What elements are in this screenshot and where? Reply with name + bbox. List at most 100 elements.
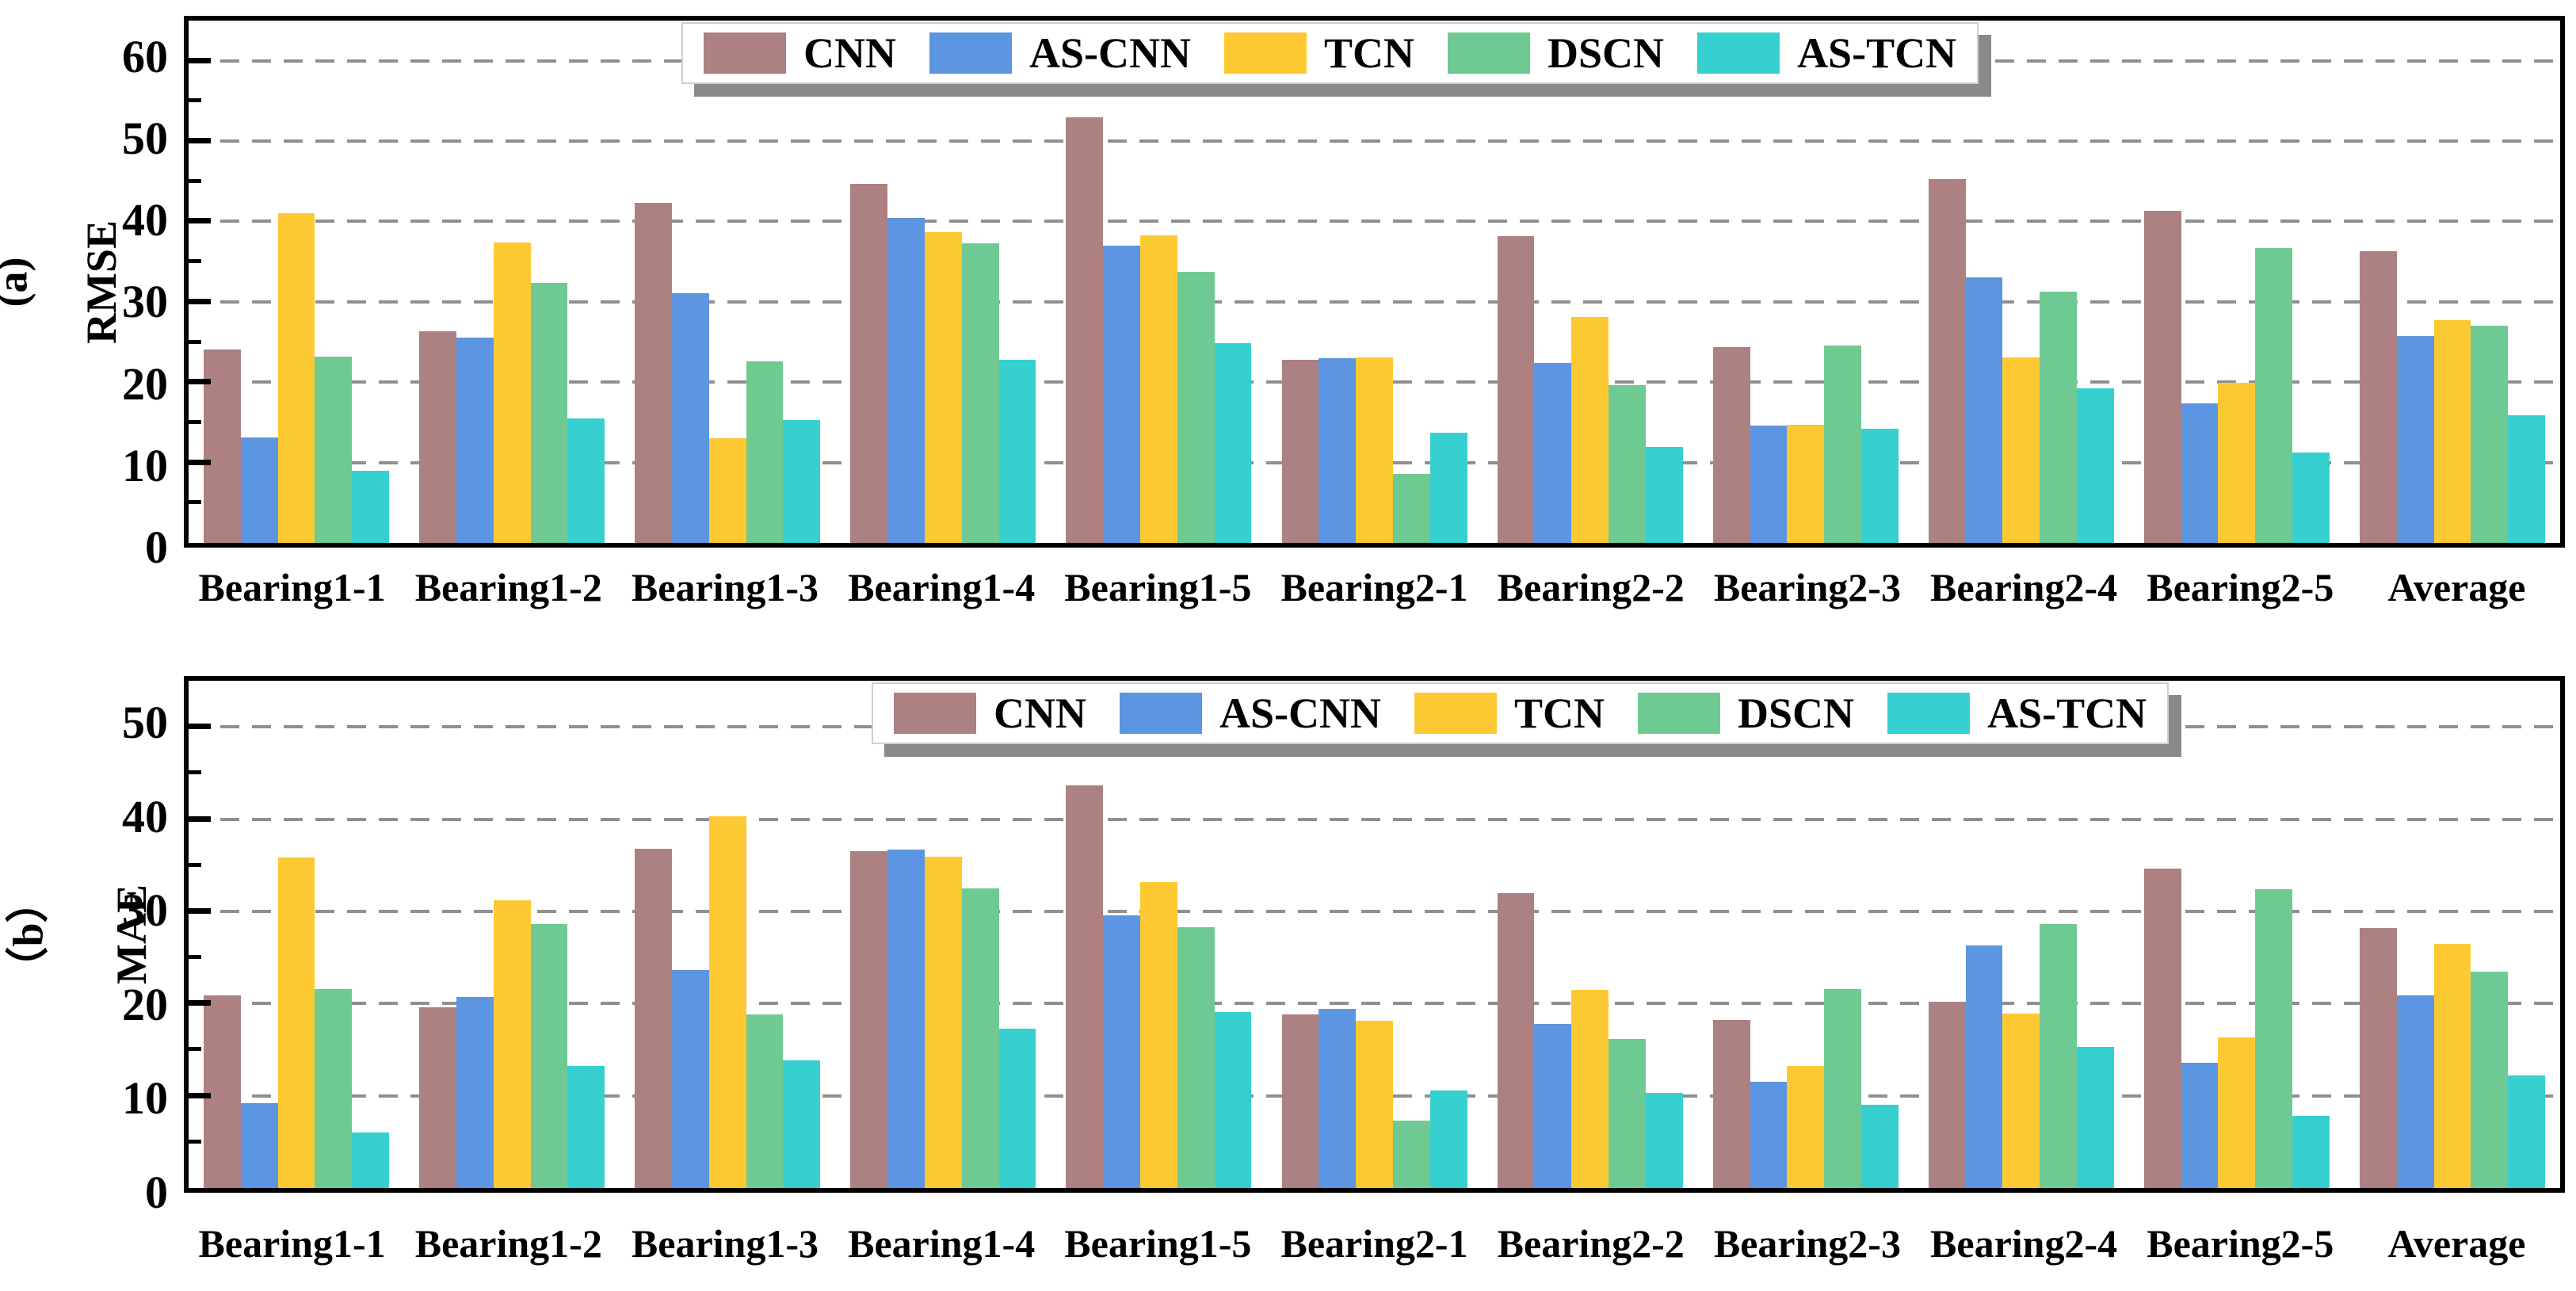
bar-group-inner <box>419 21 605 543</box>
bar-AS-CNN-Bearing1-1 <box>240 437 278 543</box>
bar-group-Bearing1-3 <box>620 21 835 543</box>
legend-label: TCN <box>1514 689 1605 737</box>
y-major-tick <box>189 138 211 144</box>
bar-DSCN-Bearing2-3 <box>1824 345 1861 543</box>
bar-DSCN-Bearing1-5 <box>1177 272 1215 543</box>
bar-group-Bearing1-2 <box>404 681 620 1188</box>
bar-CNN-Bearing1-3 <box>635 203 673 543</box>
legend-label: DSCN <box>1548 29 1665 77</box>
bar-AS-CNN-Bearing2-5 <box>2181 1062 2219 1188</box>
bar-DSCN-Bearing1-2 <box>530 924 568 1188</box>
bar-CNN-Bearing2-3 <box>1712 346 1750 543</box>
legend-swatch-AS-TCN <box>1697 32 1780 74</box>
x-label-Bearing2-4: Bearing2-4 <box>1930 565 2118 609</box>
bar-group-inner <box>850 21 1036 543</box>
bar-group-Average <box>2345 21 2560 543</box>
x-label-Bearing1-1: Bearing1-1 <box>198 1221 386 1266</box>
bar-TCN-Bearing2-5 <box>2218 383 2256 543</box>
bar-DSCN-Bearing1-5 <box>1177 926 1215 1188</box>
bar-group-Bearing2-2 <box>1483 681 1698 1188</box>
bar-AS-TCN-Bearing2-3 <box>1860 429 1899 543</box>
y-major-tick <box>189 379 211 385</box>
bar-TCN-Bearing2-1 <box>1356 1021 1393 1188</box>
bar-TCN-Average <box>2433 320 2471 543</box>
y-tick-label: 10 <box>122 1072 168 1125</box>
bar-group-inner <box>2359 21 2545 543</box>
y-tick-label: 40 <box>122 194 168 246</box>
bar-group-Bearing2-3 <box>1698 681 1914 1188</box>
bar-DSCN-Average <box>2471 971 2509 1188</box>
legend-swatch-DSCN <box>1638 693 1721 734</box>
bar-TCN-Bearing2-4 <box>2002 1014 2040 1188</box>
bar-AS-CNN-Bearing2-3 <box>1750 425 1788 543</box>
bar-TCN-Bearing2-2 <box>1571 317 1609 543</box>
legend-item-CNN: CNN <box>894 692 1086 735</box>
x-label-Average: Average <box>2387 565 2526 609</box>
bar-TCN-Average <box>2433 943 2471 1188</box>
legend: CNN AS-CNN TCN DSCN AS-TCN <box>872 682 2170 744</box>
y-minor-tick <box>189 862 201 867</box>
panel-a-plot-area: CNN AS-CNN TCN DSCN AS-TCN <box>184 16 2565 548</box>
legend-item-AS-TCN: AS-TCN <box>1887 692 2147 735</box>
panel-a-label: (a) <box>0 257 36 307</box>
y-major-tick <box>189 298 211 304</box>
bar-group-Bearing1-1 <box>189 21 404 543</box>
bar-group-inner <box>1281 21 1467 543</box>
bar-CNN-Bearing2-1 <box>1281 1014 1319 1188</box>
legend-swatch-AS-CNN <box>1120 693 1202 734</box>
y-minor-tick <box>189 955 201 960</box>
panel-b-label: （b） <box>4 879 52 990</box>
bar-AS-TCN-Bearing1-4 <box>998 359 1036 543</box>
bar-AS-TCN-Bearing1-5 <box>1214 1011 1252 1188</box>
bar-DSCN-Bearing2-5 <box>2255 888 2293 1188</box>
bar-TCN-Bearing1-2 <box>493 899 531 1188</box>
bar-DSCN-Bearing1-3 <box>746 1014 784 1188</box>
bar-AS-CNN-Bearing2-2 <box>1534 1023 1572 1188</box>
y-minor-tick <box>189 1047 201 1052</box>
bar-CNN-Bearing1-4 <box>850 183 888 543</box>
y-minor-tick <box>189 419 201 424</box>
panel-b-x-labels: Bearing1-1 Bearing1-2 Bearing1-3 Bearing1-4… <box>184 1220 2565 1266</box>
y-minor-tick <box>189 98 201 103</box>
y-tick-label: 20 <box>122 357 168 410</box>
bar-DSCN-Bearing2-3 <box>1824 988 1861 1188</box>
bar-AS-TCN-Bearing2-3 <box>1860 1105 1899 1188</box>
bar-AS-TCN-Bearing1-5 <box>1214 342 1252 543</box>
bar-CNN-Bearing1-1 <box>204 995 241 1188</box>
bar-TCN-Bearing1-5 <box>1140 881 1177 1188</box>
legend-swatch-CNN <box>894 693 976 734</box>
y-tick-label: 10 <box>122 439 168 491</box>
legend-swatch-DSCN <box>1448 32 1531 74</box>
bar-group-Bearing1-2 <box>404 21 620 543</box>
bar-CNN-Bearing2-2 <box>1497 235 1535 543</box>
x-label-Bearing1-5: Bearing1-5 <box>1064 565 1252 609</box>
x-label-Bearing1-3: Bearing1-3 <box>631 565 819 609</box>
bar-DSCN-Bearing2-4 <box>2040 924 2077 1188</box>
legend-item-TCN: TCN <box>1224 32 1414 74</box>
bar-AS-TCN-Bearing2-1 <box>1429 433 1467 543</box>
y-major-tick <box>189 218 211 224</box>
bar-group-Bearing1-4 <box>835 681 1051 1188</box>
bar-TCN-Bearing1-3 <box>708 816 746 1188</box>
legend-swatch-AS-TCN <box>1887 693 1971 734</box>
legend-item-CNN: CNN <box>704 32 896 74</box>
bars-layer <box>189 681 2560 1188</box>
bar-group-Bearing1-3 <box>620 681 835 1188</box>
bar-DSCN-Bearing1-4 <box>961 243 999 543</box>
bar-AS-TCN-Average <box>2508 414 2545 543</box>
panel-b-ytick-labels: 0 10 20 30 40 50 <box>60 676 179 1216</box>
bar-group-Bearing2-4 <box>1914 21 2129 543</box>
bar-group-Bearing2-2 <box>1483 21 1698 543</box>
bar-group-inner <box>1066 681 1252 1188</box>
y-minor-tick <box>189 178 201 183</box>
bar-CNN-Bearing2-2 <box>1497 892 1535 1188</box>
bar-TCN-Bearing1-1 <box>277 213 315 543</box>
x-label-Bearing1-4: Bearing1-4 <box>848 1221 1036 1266</box>
bar-AS-TCN-Bearing1-3 <box>783 419 821 543</box>
legend-swatch-AS-CNN <box>929 32 1012 74</box>
bar-AS-TCN-Bearing2-5 <box>2292 1116 2330 1188</box>
x-label-Bearing1-1: Bearing1-1 <box>198 565 386 609</box>
bar-DSCN-Bearing1-4 <box>961 888 999 1188</box>
legend-label: TCN <box>1324 29 1415 77</box>
